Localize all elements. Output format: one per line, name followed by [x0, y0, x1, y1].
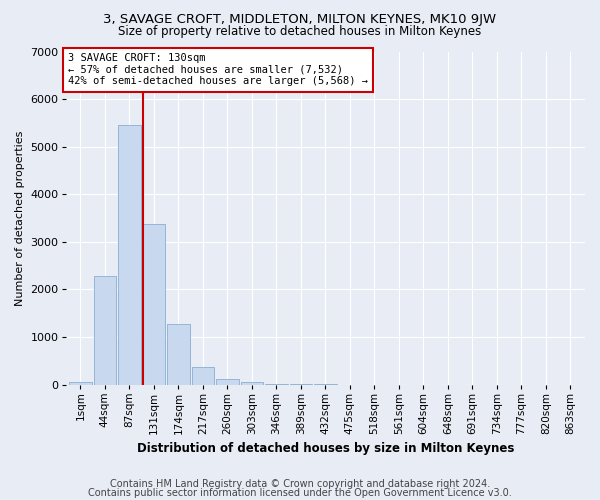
Text: 3, SAVAGE CROFT, MIDDLETON, MILTON KEYNES, MK10 9JW: 3, SAVAGE CROFT, MIDDLETON, MILTON KEYNE…	[103, 12, 497, 26]
Bar	[69, 382, 92, 384]
Text: Contains public sector information licensed under the Open Government Licence v3: Contains public sector information licen…	[88, 488, 512, 498]
Bar	[118, 126, 140, 384]
Y-axis label: Number of detached properties: Number of detached properties	[15, 130, 25, 306]
Bar	[94, 276, 116, 384]
Text: Size of property relative to detached houses in Milton Keynes: Size of property relative to detached ho…	[118, 25, 482, 38]
Bar	[167, 324, 190, 384]
Text: Contains HM Land Registry data © Crown copyright and database right 2024.: Contains HM Land Registry data © Crown c…	[110, 479, 490, 489]
Bar	[143, 224, 165, 384]
X-axis label: Distribution of detached houses by size in Milton Keynes: Distribution of detached houses by size …	[137, 442, 514, 455]
Bar	[191, 367, 214, 384]
Bar	[241, 382, 263, 384]
Bar	[216, 379, 239, 384]
Text: 3 SAVAGE CROFT: 130sqm
← 57% of detached houses are smaller (7,532)
42% of semi-: 3 SAVAGE CROFT: 130sqm ← 57% of detached…	[68, 53, 368, 86]
